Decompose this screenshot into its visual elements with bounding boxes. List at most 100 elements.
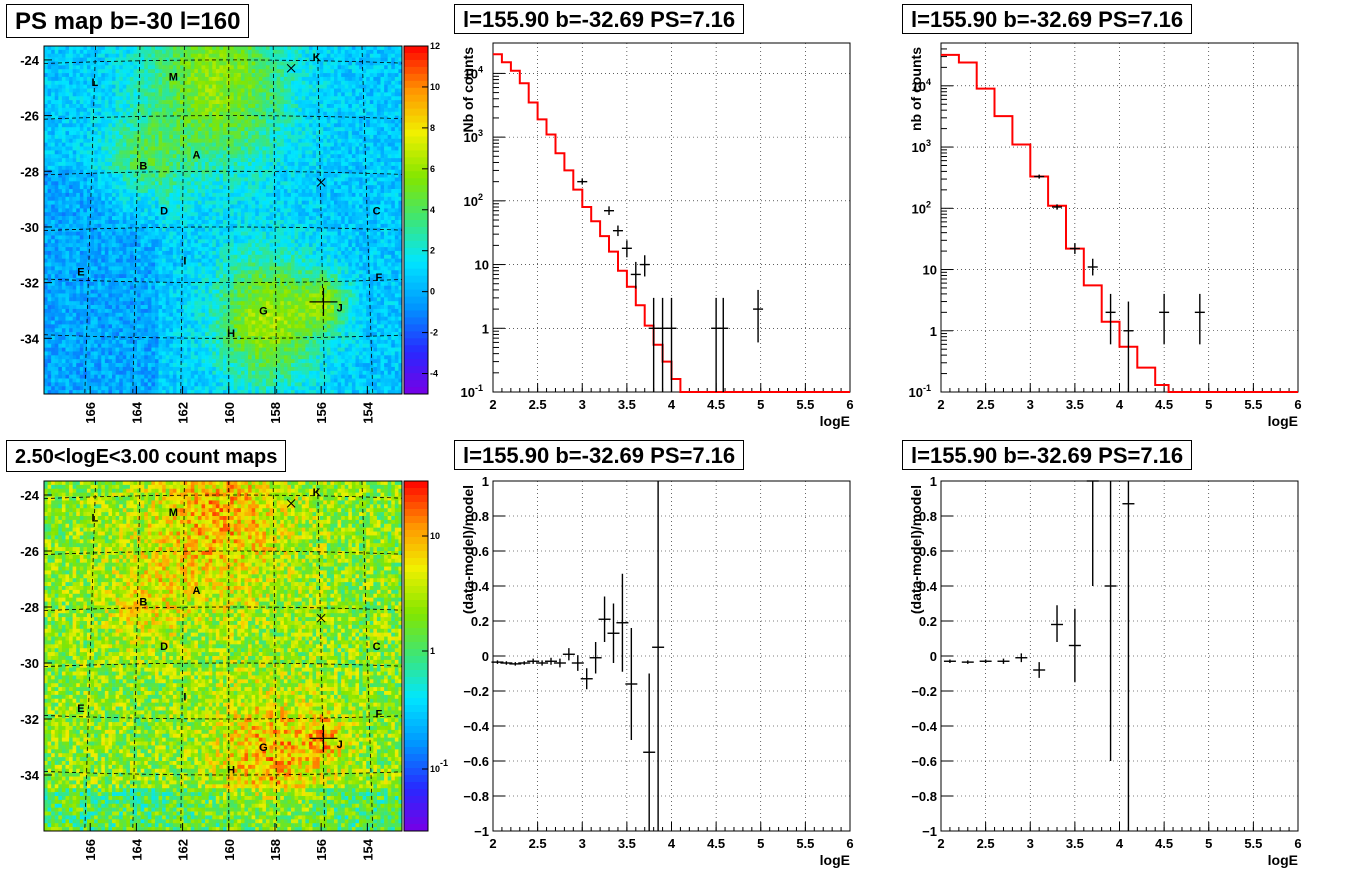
map-cell	[287, 84, 292, 89]
map-cell	[190, 134, 195, 140]
map-cell	[294, 235, 299, 240]
map-cell	[233, 189, 238, 194]
map-cell	[108, 204, 113, 209]
map-cell	[108, 158, 113, 163]
map-cell	[351, 73, 356, 78]
map-cell	[76, 200, 81, 205]
map-cell	[158, 235, 163, 240]
map-cell	[233, 150, 238, 155]
map-cell	[398, 104, 403, 109]
map-cell	[240, 115, 245, 120]
map-cell	[112, 154, 116, 159]
map-cell	[294, 138, 299, 143]
map-cell	[180, 100, 184, 105]
map-cell	[47, 88, 52, 93]
map-cell	[373, 53, 378, 58]
map-cell	[330, 123, 335, 128]
map-cell	[280, 80, 285, 85]
map-cell	[376, 146, 381, 151]
map-cell	[240, 173, 245, 178]
map-cell	[262, 200, 267, 205]
map-cell	[265, 204, 270, 209]
map-cell	[326, 154, 331, 159]
map-cell	[194, 181, 199, 186]
map-cell	[190, 92, 195, 97]
map-cell	[316, 220, 320, 225]
map-cell	[169, 154, 174, 159]
map-cell	[201, 162, 206, 167]
map-cell	[251, 165, 256, 171]
map-cell	[169, 200, 174, 205]
map-cell	[251, 84, 256, 89]
map-cell	[237, 142, 242, 147]
map-cell	[230, 158, 235, 163]
map-cell	[187, 146, 192, 151]
map-cell	[333, 111, 338, 116]
map-cell	[276, 84, 281, 89]
map-cell	[298, 189, 303, 194]
map-cell	[65, 119, 70, 124]
map-cell	[126, 92, 131, 97]
map-cell	[376, 185, 381, 190]
map-cell	[398, 46, 403, 51]
map-cell	[208, 185, 213, 190]
map-cell	[230, 200, 235, 205]
map-cell	[233, 46, 238, 51]
map-cell	[376, 57, 381, 62]
map-cell	[312, 115, 317, 120]
map-cell	[94, 154, 98, 159]
map-cell	[273, 189, 277, 194]
map-cell	[79, 53, 84, 58]
map-cell	[384, 88, 388, 93]
map-cell	[312, 80, 317, 85]
map-cell	[283, 227, 288, 232]
map-cell	[205, 92, 209, 97]
map-cell	[223, 73, 227, 78]
map-cell	[94, 165, 98, 171]
map-cell	[158, 138, 163, 143]
map-cell	[287, 220, 292, 225]
map-cell	[223, 177, 227, 182]
map-cell	[86, 223, 91, 229]
map-cell	[129, 185, 134, 190]
map-cell	[280, 165, 285, 171]
map-cell	[223, 115, 227, 120]
map-cell	[301, 61, 306, 66]
map-cell	[248, 185, 252, 190]
map-cell	[326, 158, 331, 163]
map-cell	[376, 200, 381, 205]
map-cell	[86, 49, 91, 55]
map-cell	[348, 177, 353, 182]
map-cell	[180, 49, 184, 55]
map-cell	[265, 192, 270, 198]
map-cell	[144, 131, 149, 136]
map-cell	[312, 220, 317, 225]
map-cell	[244, 177, 249, 182]
map-cell	[79, 57, 84, 62]
map-cell	[140, 131, 145, 136]
map-cell	[230, 150, 235, 155]
map-cell	[258, 185, 263, 190]
map-cell	[69, 61, 73, 66]
map-cell	[362, 216, 367, 221]
map-cell	[129, 196, 134, 201]
map-cell	[76, 204, 81, 209]
map-cell	[355, 150, 360, 155]
map-cell	[308, 53, 313, 58]
map-cell	[308, 73, 313, 78]
map-cell	[269, 165, 274, 171]
map-cell	[108, 173, 113, 178]
map-cell	[366, 204, 371, 209]
map-cell	[262, 96, 267, 101]
map-cell	[237, 84, 242, 89]
map-cell	[359, 65, 363, 70]
map-cell	[301, 111, 306, 116]
map-cell	[330, 185, 335, 190]
map-cell	[355, 177, 360, 182]
map-cell	[265, 173, 270, 178]
map-cell	[162, 192, 167, 198]
map-cell	[194, 216, 199, 221]
map-cell	[165, 107, 170, 113]
map-cell	[137, 208, 141, 213]
map-cell	[47, 231, 52, 236]
